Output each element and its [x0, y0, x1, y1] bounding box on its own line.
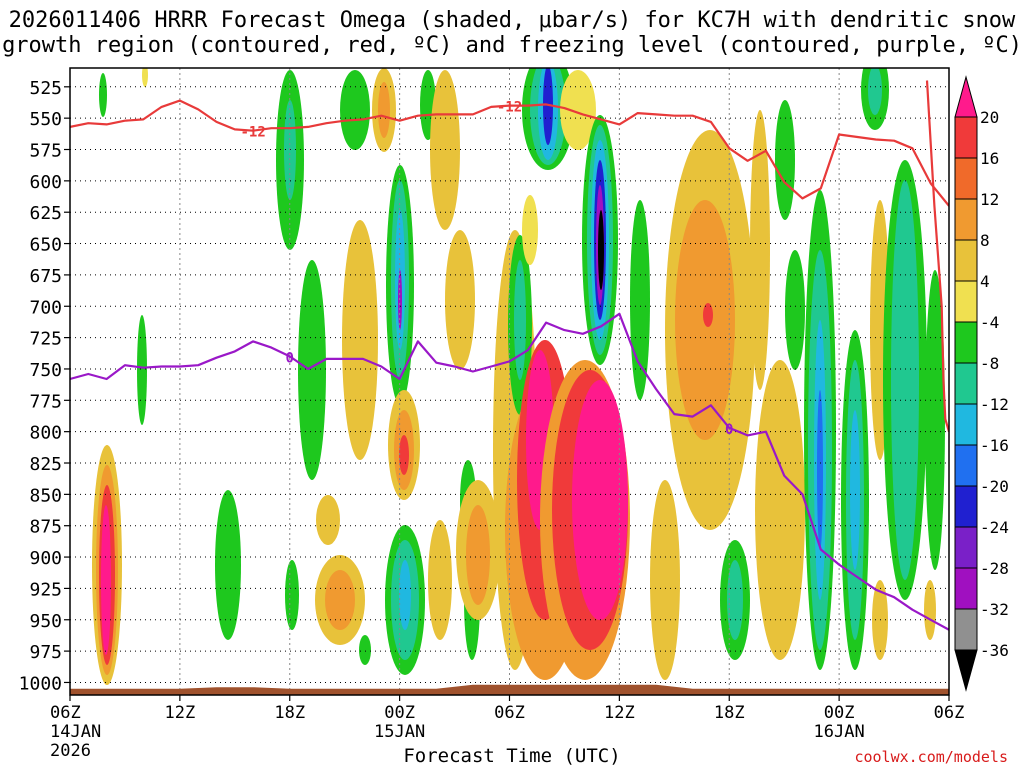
y-axis: 525 550 575 600 625 650 675 700 725 750 775 800 825 8…	[19, 78, 70, 694]
colorbar-label-4: 4	[980, 272, 990, 291]
colorbar-bin-1	[954, 157, 978, 200]
colorbar: 20 16 12 8 4 -4 -8 -12 -16 -20 -24 -28 -32 -36	[954, 75, 1009, 692]
y-tick-label-850: 850	[29, 485, 62, 506]
contour-line-1	[925, 80, 949, 433]
colorbar-bin-0	[954, 116, 978, 159]
x-tick-label-6: 18Z	[714, 703, 745, 723]
contours-layer: -12 -12 0 0	[70, 80, 949, 631]
colorbar-bin-4	[954, 280, 978, 323]
y-tick-label-825: 825	[29, 454, 62, 475]
y-tick-label-575: 575	[29, 141, 62, 162]
colorbar-label-13: -36	[980, 641, 1009, 660]
y-tick-label-600: 600	[29, 172, 62, 193]
contour-label-0-0: -12	[240, 125, 265, 141]
x-tick-label-4: 06Z	[494, 703, 525, 723]
colorbar-bin-6	[954, 362, 978, 405]
colorbar-label-0: 20	[980, 108, 999, 127]
contour-line-0	[70, 99, 949, 207]
colorbar-bin-10	[954, 526, 978, 569]
chart-title: 2026011406 HRRR Forecast Omega (shaded, …	[0, 8, 1024, 58]
x-tick-label-7: 00Z	[824, 703, 855, 723]
colorbar-label-6: -8	[980, 354, 999, 373]
x-tick-label-2: 18Z	[274, 703, 305, 723]
colorbar-label-10: -24	[980, 518, 1009, 537]
x-tick-date-0: 14JAN	[50, 722, 101, 742]
x-tick-date-3: 15JAN	[374, 722, 425, 742]
colorbar-label-5: -4	[980, 313, 999, 332]
x-tick-label-5: 12Z	[604, 703, 635, 723]
colorbar-bin-7	[954, 403, 978, 446]
credit-text: coolwx.com/models	[854, 748, 1008, 766]
y-tick-label-650: 650	[29, 235, 62, 256]
y-tick-label-550: 550	[29, 109, 62, 130]
y-tick-label-950: 950	[29, 611, 62, 632]
colorbar-label-2: 12	[980, 190, 999, 209]
colorbar-bin-12	[954, 608, 978, 651]
y-tick-label-725: 725	[29, 329, 62, 350]
colorbar-label-9: -20	[980, 477, 1009, 496]
contour-label-2-1: 0	[725, 422, 733, 438]
x-tick-label-0: 06Z	[50, 703, 81, 723]
y-tick-label-750: 750	[29, 360, 62, 381]
y-tick-label-900: 900	[29, 548, 62, 569]
x-axis-label: Forecast Time (UTC)	[403, 745, 621, 767]
colorbar-top-arrow	[954, 75, 978, 118]
y-tick-label-925: 925	[29, 579, 62, 600]
x-tick-date-7: 16JAN	[814, 722, 865, 742]
chart-title-line-1: 2026011406 HRRR Forecast Omega (shaded, …	[8, 8, 1016, 33]
x-tick-label-3: 00Z	[384, 703, 415, 723]
y-tick-label-800: 800	[29, 423, 62, 444]
colorbar-label-8: -16	[980, 436, 1009, 455]
contour-line-2	[70, 312, 949, 631]
colorbar-label-1: 16	[980, 149, 999, 168]
omega-shaded-field	[92, 68, 945, 685]
colorbar-bin-3	[954, 239, 978, 282]
colorbar-label-11: -28	[980, 559, 1009, 578]
colorbar-bin-2	[954, 198, 978, 241]
y-tick-label-975: 975	[29, 642, 62, 663]
y-tick-label-700: 700	[29, 297, 62, 318]
colorbar-label-12: -32	[980, 600, 1009, 619]
chart-title-line-2: growth region (contoured, red, ºC) and f…	[2, 33, 1022, 58]
x-tick-year-0: 2026	[50, 741, 91, 761]
colorbar-bin-11	[954, 567, 978, 610]
colorbar-bin-8	[954, 444, 978, 487]
y-tick-label-875: 875	[29, 517, 62, 538]
colorbar-bin-5	[954, 321, 978, 364]
y-tick-label-525: 525	[29, 78, 62, 99]
x-tick-label-1: 12Z	[165, 703, 196, 723]
y-tick-label-1000: 1000	[19, 673, 62, 694]
x-tick-label-8: 06Z	[934, 703, 965, 723]
terrain-ground	[70, 684, 949, 695]
y-tick-label-675: 675	[29, 266, 62, 287]
y-tick-label-775: 775	[29, 391, 62, 412]
y-tick-label-625: 625	[29, 203, 62, 224]
contour-label-2-0: 0	[286, 350, 294, 366]
colorbar-label-7: -12	[980, 395, 1009, 414]
contour-label-0-1: -12	[497, 100, 522, 116]
colorbar-bin-9	[954, 485, 978, 528]
colorbar-label-3: 8	[980, 231, 990, 250]
omega-column-01h	[92, 445, 122, 685]
colorbar-bottom-arrow	[954, 649, 978, 692]
